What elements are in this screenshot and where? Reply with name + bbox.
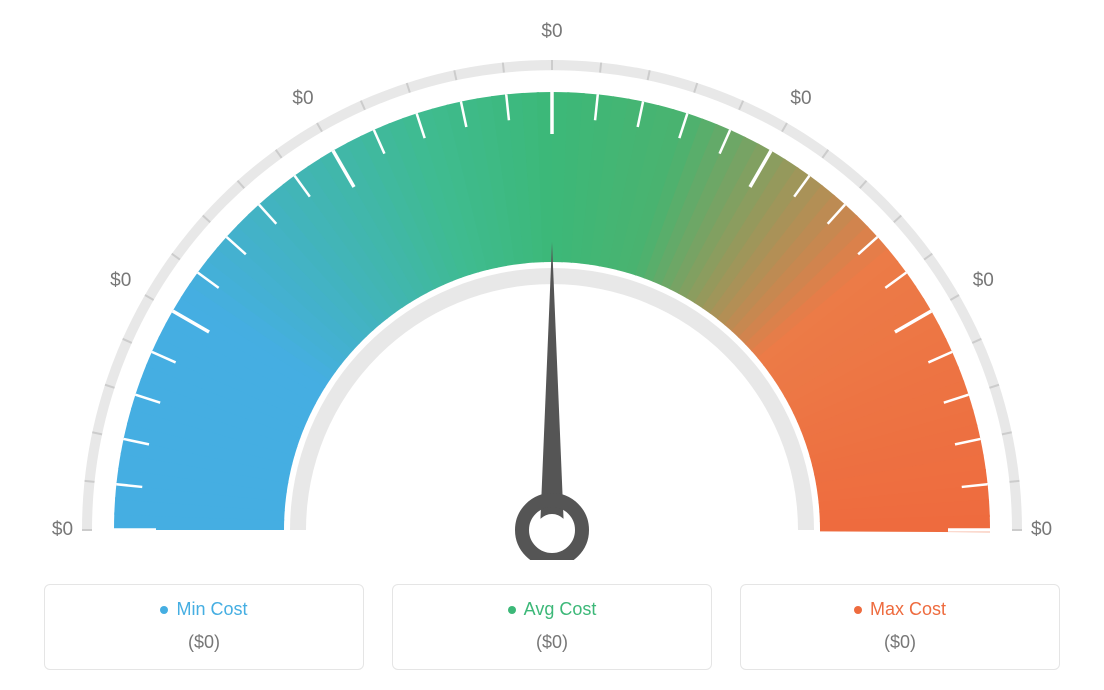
legend-card-min: Min Cost ($0): [44, 584, 364, 670]
legend-row: Min Cost ($0) Avg Cost ($0) Max Cost ($0…: [0, 584, 1104, 670]
legend-title-avg: Avg Cost: [508, 599, 597, 620]
legend-value-avg: ($0): [413, 632, 691, 653]
legend-value-min: ($0): [65, 632, 343, 653]
legend-value-max: ($0): [761, 632, 1039, 653]
gauge-tick-label: $0: [52, 519, 73, 541]
gauge-tick-label: $0: [110, 270, 131, 292]
legend-card-avg: Avg Cost ($0): [392, 584, 712, 670]
legend-label-min: Min Cost: [176, 599, 247, 620]
gauge-tick-label: $0: [292, 88, 313, 110]
gauge-tick-label: $0: [790, 88, 811, 110]
legend-dot-max: [854, 606, 862, 614]
legend-dot-min: [160, 606, 168, 614]
gauge-tick-label: $0: [973, 270, 994, 292]
legend-label-max: Max Cost: [870, 599, 946, 620]
legend-title-min: Min Cost: [160, 599, 247, 620]
gauge-tick-label: $0: [541, 21, 562, 43]
gauge-area: $0 $0 $0 $0 $0 $0 $0: [0, 0, 1104, 560]
gauge-chart-container: $0 $0 $0 $0 $0 $0 $0 Min Cost ($0) Avg Cost ($…: [0, 0, 1104, 690]
gauge-svg: [0, 0, 1104, 560]
legend-dot-avg: [508, 606, 516, 614]
gauge-tick-label: $0: [1031, 519, 1052, 541]
legend-label-avg: Avg Cost: [524, 599, 597, 620]
legend-card-max: Max Cost ($0): [740, 584, 1060, 670]
legend-title-max: Max Cost: [854, 599, 946, 620]
